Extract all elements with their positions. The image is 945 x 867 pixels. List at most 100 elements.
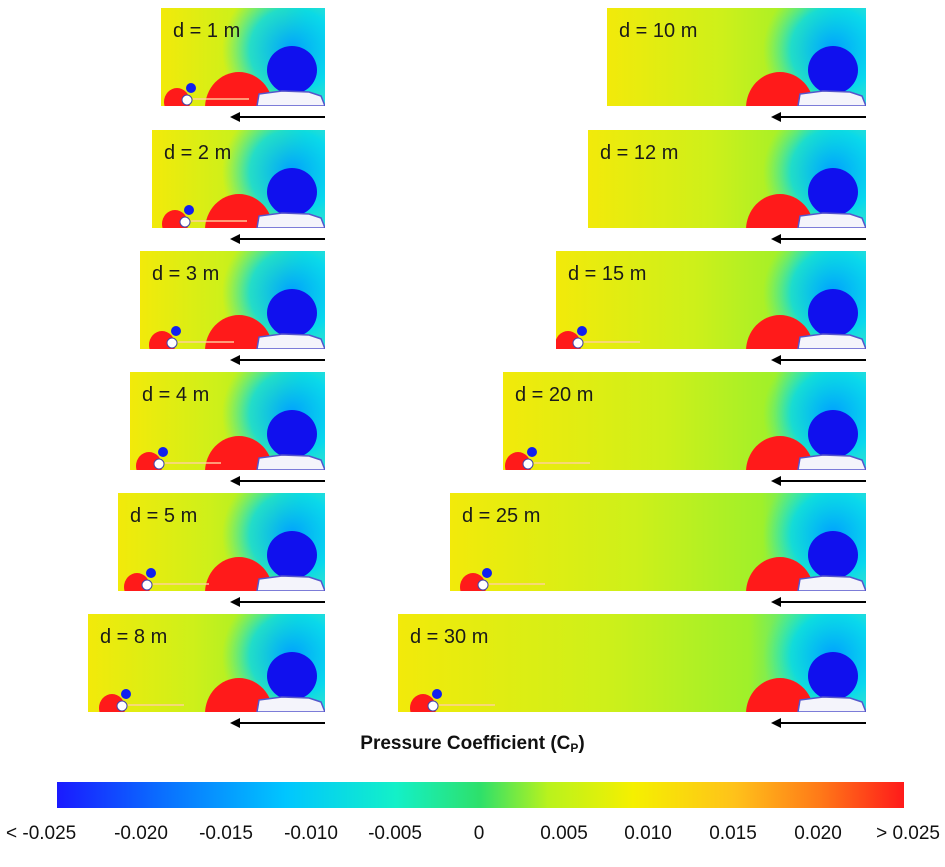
stagnation-zone (205, 557, 273, 591)
stagnation-zone (746, 315, 814, 349)
distance-label: d = 30 m (410, 626, 489, 648)
colorbar-tick-label: -0.005 (368, 823, 422, 844)
pressure-field (88, 614, 325, 712)
rider-suction (577, 326, 587, 336)
rider-suction (186, 83, 196, 93)
rider-shape (522, 458, 534, 470)
contour-panel: d = 8 m (88, 614, 325, 712)
stagnation-zone (746, 678, 814, 712)
rider-suction (184, 205, 194, 215)
contour-panel: d = 15 m (556, 251, 866, 349)
colorbar-tick-label: 0.020 (794, 823, 842, 844)
flow-direction-arrow (770, 354, 866, 366)
suction-zone (267, 531, 317, 579)
pressure-field (398, 614, 866, 712)
distance-label: d = 4 m (142, 384, 210, 406)
flow-direction-arrow (229, 233, 325, 245)
flow-direction-arrow (229, 111, 325, 123)
rider-shape (572, 337, 584, 349)
truck-body (256, 696, 325, 712)
distance-label: d = 15 m (568, 263, 647, 285)
contour-panel: d = 12 m (588, 130, 866, 228)
suction-zone (267, 289, 317, 337)
truck-body (797, 333, 866, 349)
rider-suction (121, 689, 131, 699)
colorbar (57, 782, 904, 808)
rider-suction (482, 568, 492, 578)
colorbar-tick-label: < -0.025 (6, 823, 77, 844)
truck-body (797, 454, 866, 470)
suction-zone (267, 652, 317, 700)
truck-body (256, 454, 325, 470)
distance-label: d = 25 m (462, 505, 541, 527)
truck-body (797, 696, 866, 712)
distance-label: d = 8 m (100, 626, 168, 648)
colorbar-title: Pressure Coefficient (CP) (360, 733, 585, 755)
flow-direction-arrow (229, 596, 325, 608)
colorbar-tick-label: -0.010 (284, 823, 338, 844)
colorbar-tick-label: 0.010 (624, 823, 672, 844)
distance-label: d = 3 m (152, 263, 220, 285)
stagnation-zone (205, 315, 273, 349)
truck-body (256, 333, 325, 349)
colorbar-tick-label: -0.015 (199, 823, 253, 844)
rider-suction (171, 326, 181, 336)
distance-label: d = 1 m (173, 20, 241, 42)
stagnation-zone (205, 436, 273, 470)
flow-direction-arrow (770, 717, 866, 729)
pressure-field (556, 251, 866, 349)
rider-shape (179, 216, 191, 228)
contour-panel: d = 4 m (130, 372, 325, 470)
stagnation-zone (205, 194, 273, 228)
stagnation-zone (746, 436, 814, 470)
rider-suction (432, 689, 442, 699)
truck-body (797, 90, 866, 106)
pressure-field (450, 493, 866, 591)
distance-label: d = 10 m (619, 20, 698, 42)
rider-shape (116, 700, 128, 712)
flow-direction-arrow (770, 111, 866, 123)
suction-zone (808, 168, 858, 216)
suction-zone (808, 46, 858, 94)
colorbar-tick-label: 0 (473, 823, 485, 844)
suction-zone (808, 652, 858, 700)
flow-direction-arrow (770, 233, 866, 245)
rider-shape (141, 579, 153, 591)
contour-panel: d = 1 m (161, 8, 325, 106)
pressure-field (130, 372, 325, 470)
suction-zone (267, 46, 317, 94)
pressure-field (152, 130, 325, 228)
colorbar-tick-label: 0.015 (709, 823, 757, 844)
truck-body (797, 575, 866, 591)
suction-zone (808, 531, 858, 579)
stagnation-zone (746, 72, 814, 106)
distance-label: d = 2 m (164, 142, 232, 164)
pressure-field (588, 130, 866, 228)
stagnation-zone (746, 557, 814, 591)
contour-panel: d = 5 m (118, 493, 325, 591)
stagnation-zone (205, 72, 273, 106)
distance-label: d = 5 m (130, 505, 198, 527)
contour-panel: d = 2 m (152, 130, 325, 228)
suction-zone (267, 410, 317, 458)
contour-panel: d = 20 m (503, 372, 866, 470)
stagnation-zone (205, 678, 273, 712)
flow-direction-arrow (229, 717, 325, 729)
distance-label: d = 20 m (515, 384, 594, 406)
suction-zone (808, 410, 858, 458)
truck-body (256, 212, 325, 228)
pressure-field (140, 251, 325, 349)
rider-shape (477, 579, 489, 591)
suction-zone (808, 289, 858, 337)
pressure-field (118, 493, 325, 591)
colorbar-tick-label: > 0.025 (876, 823, 940, 844)
truck-body (797, 212, 866, 228)
pressure-field (503, 372, 866, 470)
distance-label: d = 12 m (600, 142, 679, 164)
rider-shape (181, 94, 193, 106)
pressure-field (607, 8, 866, 106)
flow-direction-arrow (770, 596, 866, 608)
rider-suction (158, 447, 168, 457)
truck-body (256, 575, 325, 591)
